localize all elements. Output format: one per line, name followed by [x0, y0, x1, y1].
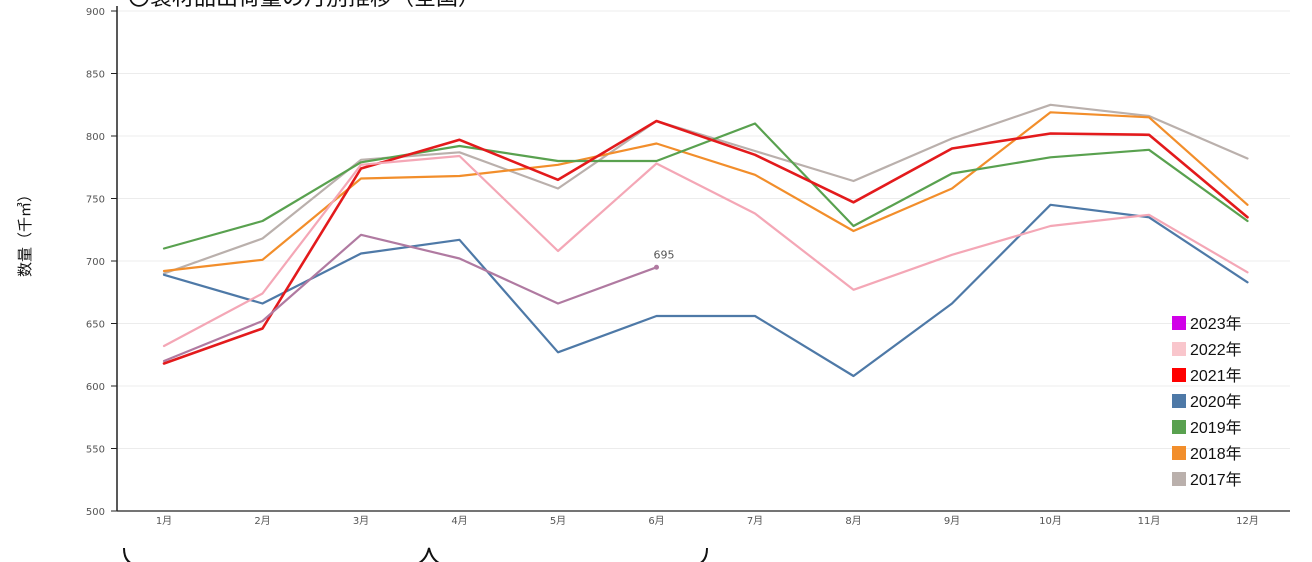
- y-tick-label: 800: [86, 132, 105, 143]
- x-tick-label: 9月: [944, 515, 960, 527]
- axes: [116, 6, 1290, 512]
- legend-swatch: [1172, 342, 1186, 356]
- series-line-2020年: [162, 203, 1249, 378]
- chart-title: 〇製材品出荷量の月別推移（全国）: [128, 0, 480, 11]
- y-tick-label: 750: [86, 195, 105, 206]
- data-label: 695: [654, 248, 675, 261]
- legend-swatch: [1172, 316, 1186, 330]
- gridlines: [117, 10, 1290, 449]
- legend-swatch: [1172, 446, 1186, 460]
- x-tick-label: 7月: [747, 515, 763, 527]
- x-tick-label: 8月: [845, 515, 861, 527]
- legend-label: 2023年: [1190, 315, 1242, 333]
- series-line-2023年: [162, 233, 658, 363]
- series-line-2021年: [162, 119, 1249, 365]
- y-axis-label: 数量（千㎥）: [16, 187, 34, 277]
- series-line-2018年: [162, 111, 1249, 273]
- legend: 2023年 2022年 2021年 2020年 2019年 2018年 2017年: [1172, 315, 1242, 489]
- x-tick-label: 3月: [353, 515, 369, 527]
- x-tick-label: 2月: [254, 515, 270, 527]
- x-tick-label: 11月: [1138, 515, 1161, 527]
- data-labels: 695: [654, 248, 675, 270]
- y-tick-labels: 500 550 600 650 700 750 800 850 900: [86, 7, 117, 518]
- x-tick-label: 1月: [156, 515, 172, 527]
- legend-swatch: [1172, 420, 1186, 434]
- y-tick-label: 900: [86, 7, 105, 18]
- legend-label: 2020年: [1190, 393, 1242, 411]
- data-point-marker: [654, 264, 659, 270]
- legend-swatch: [1172, 394, 1186, 408]
- series-line-2022年: [162, 154, 1249, 348]
- legend-label: 2022年: [1190, 341, 1242, 359]
- x-tick-label: 5月: [550, 515, 566, 527]
- legend-label: 2017年: [1190, 471, 1242, 489]
- y-tick-label: 650: [86, 320, 105, 331]
- legend-swatch: [1172, 368, 1186, 382]
- x-tick-labels: 1月 2月 3月 4月 5月 6月 7月 8月 9月 10月 11月 12月: [156, 515, 1259, 527]
- legend-label: 2021年: [1190, 367, 1242, 385]
- x-tick-label: 4月: [451, 515, 467, 527]
- x-tick-label: 12月: [1236, 515, 1259, 527]
- legend-label: 2019年: [1190, 419, 1242, 437]
- legend-swatch: [1172, 472, 1186, 486]
- y-tick-label: 700: [86, 257, 105, 268]
- x-tick-label: 10月: [1039, 515, 1062, 527]
- legend-label: 2018年: [1190, 445, 1242, 463]
- y-tick-label: 550: [86, 445, 105, 456]
- y-tick-label: 850: [86, 70, 105, 81]
- series-line-2019年: [162, 122, 1249, 250]
- y-tick-label: 500: [86, 507, 105, 518]
- brace-bracket: [123, 547, 708, 562]
- series-lines: [162, 103, 1249, 378]
- x-tick-label: 6月: [648, 515, 664, 527]
- y-tick-label: 600: [86, 382, 105, 393]
